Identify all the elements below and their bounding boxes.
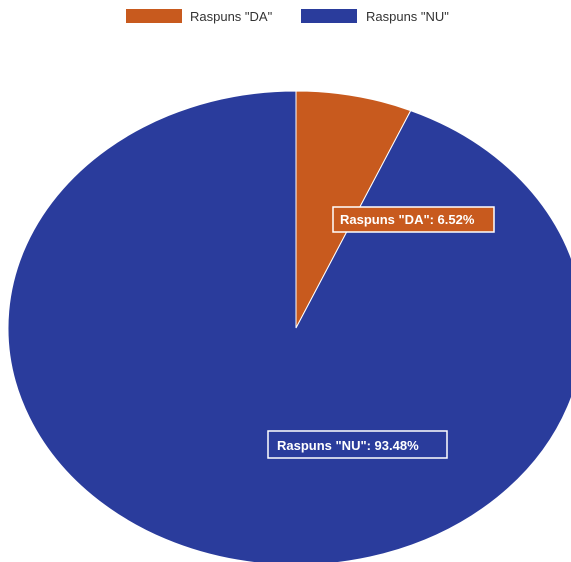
data-label-nu-box bbox=[267, 430, 448, 459]
legend-item-da[interactable]: Raspuns "DA" bbox=[126, 9, 273, 24]
legend-label-da: Raspuns "DA" bbox=[190, 9, 273, 24]
legend: Raspuns "DA" Raspuns "NU" bbox=[126, 9, 449, 24]
pie-slice-nu[interactable] bbox=[7, 90, 571, 562]
data-label-nu: Raspuns "NU": 93.48% bbox=[267, 430, 448, 459]
legend-label-nu: Raspuns "NU" bbox=[366, 9, 449, 24]
legend-swatch-nu bbox=[301, 9, 357, 23]
data-label-da-box bbox=[332, 206, 495, 233]
legend-swatch-da bbox=[126, 9, 182, 23]
data-label-da-text: Raspuns "DA": 6.52% bbox=[340, 212, 475, 227]
legend-item-nu[interactable]: Raspuns "NU" bbox=[301, 9, 449, 24]
data-label-nu-text: Raspuns "NU": 93.48% bbox=[277, 438, 419, 453]
data-label-da: Raspuns "DA": 6.52% bbox=[332, 206, 495, 233]
pie-slices bbox=[7, 90, 571, 562]
